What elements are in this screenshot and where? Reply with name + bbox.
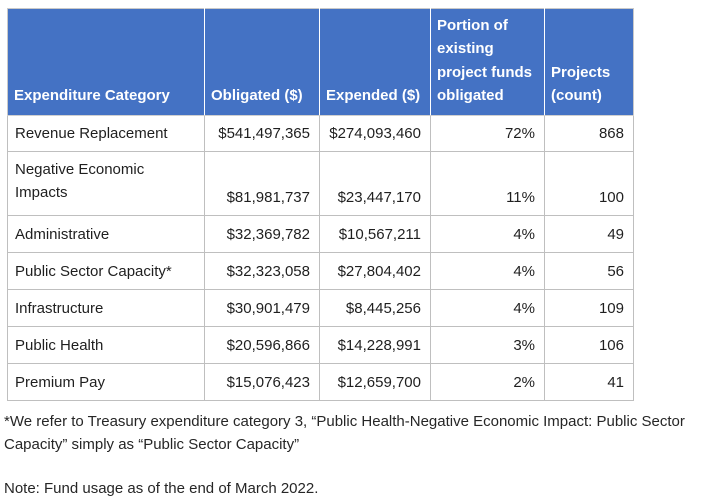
value-cell: $20,596,866 [204, 326, 320, 364]
value-cell: $32,369,782 [204, 215, 320, 253]
value-cell: $10,567,211 [319, 215, 431, 253]
header-expenditure-category: Expenditure Category [7, 8, 205, 116]
table-row: Administrative $32,369,782 $10,567,211 4% 49 [7, 215, 634, 253]
value-cell: $541,497,365 [204, 115, 320, 152]
footnotes-section: *We refer to Treasury expenditure catego… [4, 411, 710, 501]
expenditure-table: Expenditure Category Obligated ($) Expen… [7, 8, 634, 401]
value-cell: $8,445,256 [319, 289, 431, 327]
value-cell: 868 [544, 115, 634, 152]
header-obligated: Obligated ($) [204, 8, 320, 116]
header-expended: Expended ($) [319, 8, 431, 116]
table-row: Public Health $20,596,866 $14,228,991 3% 106 [7, 326, 634, 364]
value-cell: $12,659,700 [319, 363, 431, 401]
header-portion-obligated: Portion of existing project funds obliga… [430, 8, 545, 116]
value-cell: 4% [430, 252, 545, 290]
value-cell: 49 [544, 215, 634, 253]
value-cell: $23,447,170 [319, 151, 431, 216]
value-cell: 11% [430, 151, 545, 216]
value-cell: $274,093,460 [319, 115, 431, 152]
table-row: Negative Economic Impacts $81,981,737 $23,… [7, 151, 634, 216]
value-cell: 72% [430, 115, 545, 152]
value-cell: 109 [544, 289, 634, 327]
category-cell: Administrative [7, 215, 205, 253]
value-cell: 106 [544, 326, 634, 364]
value-cell: $32,323,058 [204, 252, 320, 290]
table-row: Premium Pay $15,076,423 $12,659,700 2% 41 [7, 363, 634, 401]
category-cell: Premium Pay [7, 363, 205, 401]
table-row: Public Sector Capacity* $32,323,058 $27,80… [7, 252, 634, 290]
category-cell: Revenue Replacement [7, 115, 205, 152]
category-cell: Infrastructure [7, 289, 205, 327]
value-cell: 2% [430, 363, 545, 401]
table-header-row: Expenditure Category Obligated ($) Expen… [7, 8, 634, 116]
category-cell: Public Health [7, 326, 205, 364]
value-cell: 4% [430, 215, 545, 253]
asterisk-footnote: *We refer to Treasury expenditure catego… [4, 413, 685, 453]
value-cell: $81,981,737 [204, 151, 320, 216]
value-cell: $15,076,423 [204, 363, 320, 401]
value-cell: 100 [544, 151, 634, 216]
value-cell: 41 [544, 363, 634, 401]
table-row: Revenue Replacement $541,497,365 $274,093,… [7, 115, 634, 152]
value-cell: $27,804,402 [319, 252, 431, 290]
category-cell: Public Sector Capacity* [7, 252, 205, 290]
value-cell: 4% [430, 289, 545, 327]
value-cell: 56 [544, 252, 634, 290]
value-cell: 3% [430, 326, 545, 364]
table-body: Revenue Replacement $541,497,365 $274,093,… [7, 115, 634, 401]
value-cell: $14,228,991 [319, 326, 431, 364]
value-cell: $30,901,479 [204, 289, 320, 327]
table-row: Infrastructure $30,901,479 $8,445,256 4% 109 [7, 289, 634, 327]
header-projects-count: Projects (count) [544, 8, 634, 116]
note-footnote: Note: Fund usage as of the end of March … [4, 480, 319, 497]
category-cell: Negative Economic Impacts [7, 151, 205, 216]
